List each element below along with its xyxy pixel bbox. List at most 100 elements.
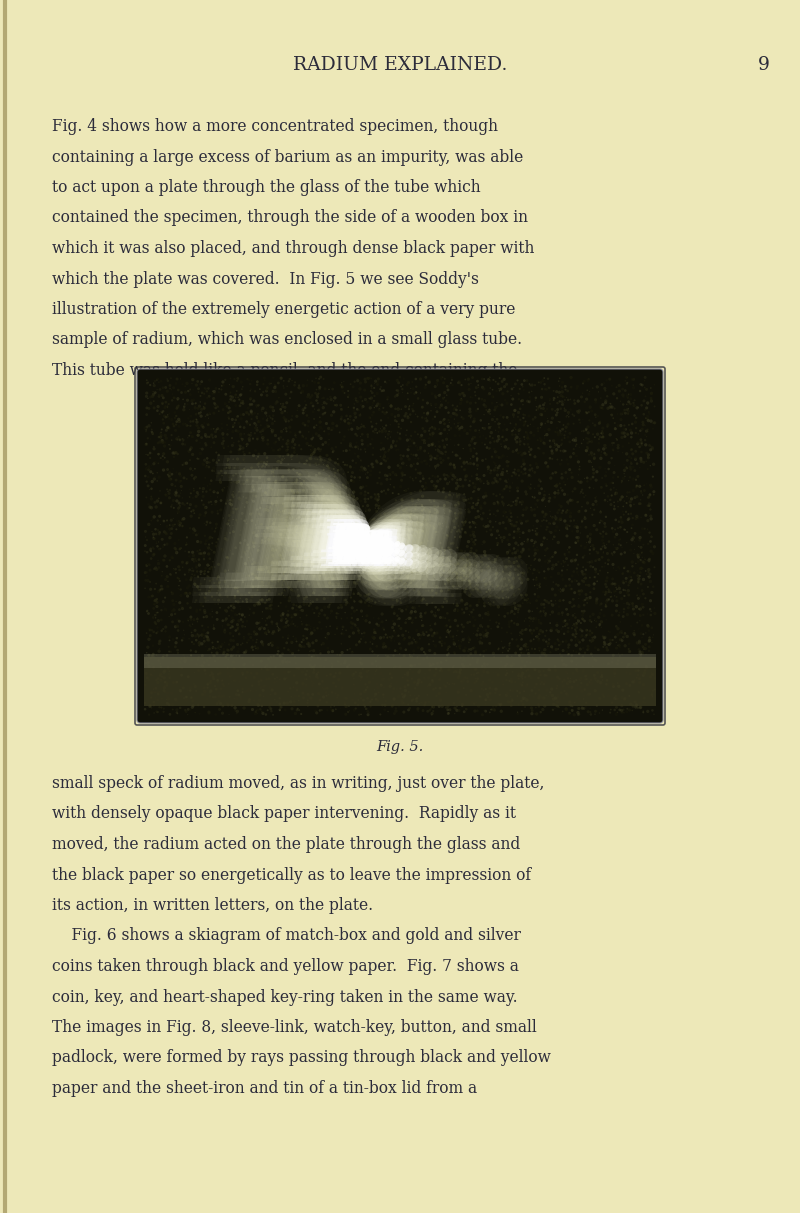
- Point: [554, 392, 566, 411]
- Point: [267, 560, 280, 580]
- Point: [368, 517, 381, 536]
- Point: [394, 429, 406, 449]
- Point: [390, 381, 403, 400]
- Point: [217, 400, 230, 420]
- Point: [490, 372, 502, 392]
- Point: [402, 446, 414, 466]
- Point: [414, 472, 427, 491]
- Point: [185, 562, 198, 581]
- Point: [150, 370, 163, 389]
- Point: [468, 548, 481, 568]
- Point: [214, 500, 227, 519]
- Point: [634, 697, 647, 717]
- Point: [504, 414, 517, 433]
- Point: [462, 475, 475, 495]
- Point: [594, 502, 607, 522]
- Point: [617, 403, 630, 422]
- Point: [180, 688, 193, 707]
- Point: [191, 577, 204, 597]
- Point: [272, 428, 285, 448]
- Point: [327, 673, 340, 693]
- Point: [586, 552, 598, 571]
- Point: [290, 406, 303, 426]
- Point: [471, 653, 484, 672]
- Point: [570, 614, 583, 633]
- Point: [187, 501, 200, 520]
- Point: [359, 389, 372, 409]
- Point: [543, 522, 556, 541]
- Point: [153, 524, 166, 543]
- Point: [262, 701, 274, 721]
- Point: [216, 617, 229, 637]
- Point: [637, 701, 650, 721]
- Point: [166, 385, 179, 404]
- Point: [318, 557, 331, 576]
- Point: [397, 556, 410, 575]
- Point: [262, 530, 275, 549]
- Point: [254, 670, 267, 689]
- Point: [522, 647, 535, 666]
- Point: [154, 580, 167, 599]
- Point: [540, 666, 553, 685]
- Point: [159, 397, 172, 416]
- Point: [409, 632, 422, 651]
- Point: [462, 454, 474, 473]
- Point: [574, 457, 586, 477]
- Point: [458, 640, 470, 660]
- Point: [480, 428, 493, 448]
- Point: [295, 536, 308, 556]
- Point: [274, 525, 287, 545]
- Point: [226, 391, 238, 410]
- Point: [484, 427, 497, 446]
- Point: [170, 543, 183, 563]
- Point: [555, 431, 568, 450]
- Point: [166, 465, 178, 484]
- Point: [390, 593, 403, 613]
- Point: [644, 494, 657, 513]
- Point: [265, 596, 278, 615]
- Point: [282, 605, 294, 625]
- Point: [398, 695, 410, 714]
- Point: [179, 382, 192, 402]
- Point: [455, 632, 468, 651]
- Point: [479, 621, 492, 640]
- Point: [479, 397, 492, 416]
- Point: [182, 610, 194, 630]
- Point: [509, 429, 522, 449]
- Point: [552, 552, 565, 571]
- Point: [488, 460, 501, 479]
- Point: [293, 565, 306, 585]
- Point: [332, 604, 345, 623]
- Point: [404, 656, 417, 676]
- Point: [581, 640, 594, 660]
- Point: [157, 592, 170, 611]
- Point: [326, 549, 339, 569]
- Point: [198, 506, 211, 525]
- Point: [525, 439, 538, 459]
- Point: [173, 651, 186, 671]
- Point: [244, 426, 257, 445]
- Point: [594, 427, 606, 446]
- Point: [290, 428, 302, 448]
- Point: [482, 590, 494, 609]
- Point: [478, 434, 491, 454]
- Point: [528, 678, 541, 697]
- Point: [466, 638, 479, 657]
- Point: [450, 701, 463, 721]
- Point: [441, 604, 454, 623]
- Point: [202, 492, 215, 512]
- Point: [140, 556, 153, 575]
- Point: [528, 488, 541, 507]
- Point: [222, 466, 235, 485]
- Point: [458, 556, 471, 575]
- Point: [552, 639, 565, 659]
- Point: [170, 592, 182, 611]
- Point: [289, 605, 302, 625]
- Point: [386, 615, 399, 634]
- Point: [410, 377, 422, 397]
- Point: [598, 536, 611, 556]
- Point: [504, 693, 517, 712]
- Point: [469, 434, 482, 454]
- Point: [468, 694, 481, 713]
- Point: [453, 485, 466, 505]
